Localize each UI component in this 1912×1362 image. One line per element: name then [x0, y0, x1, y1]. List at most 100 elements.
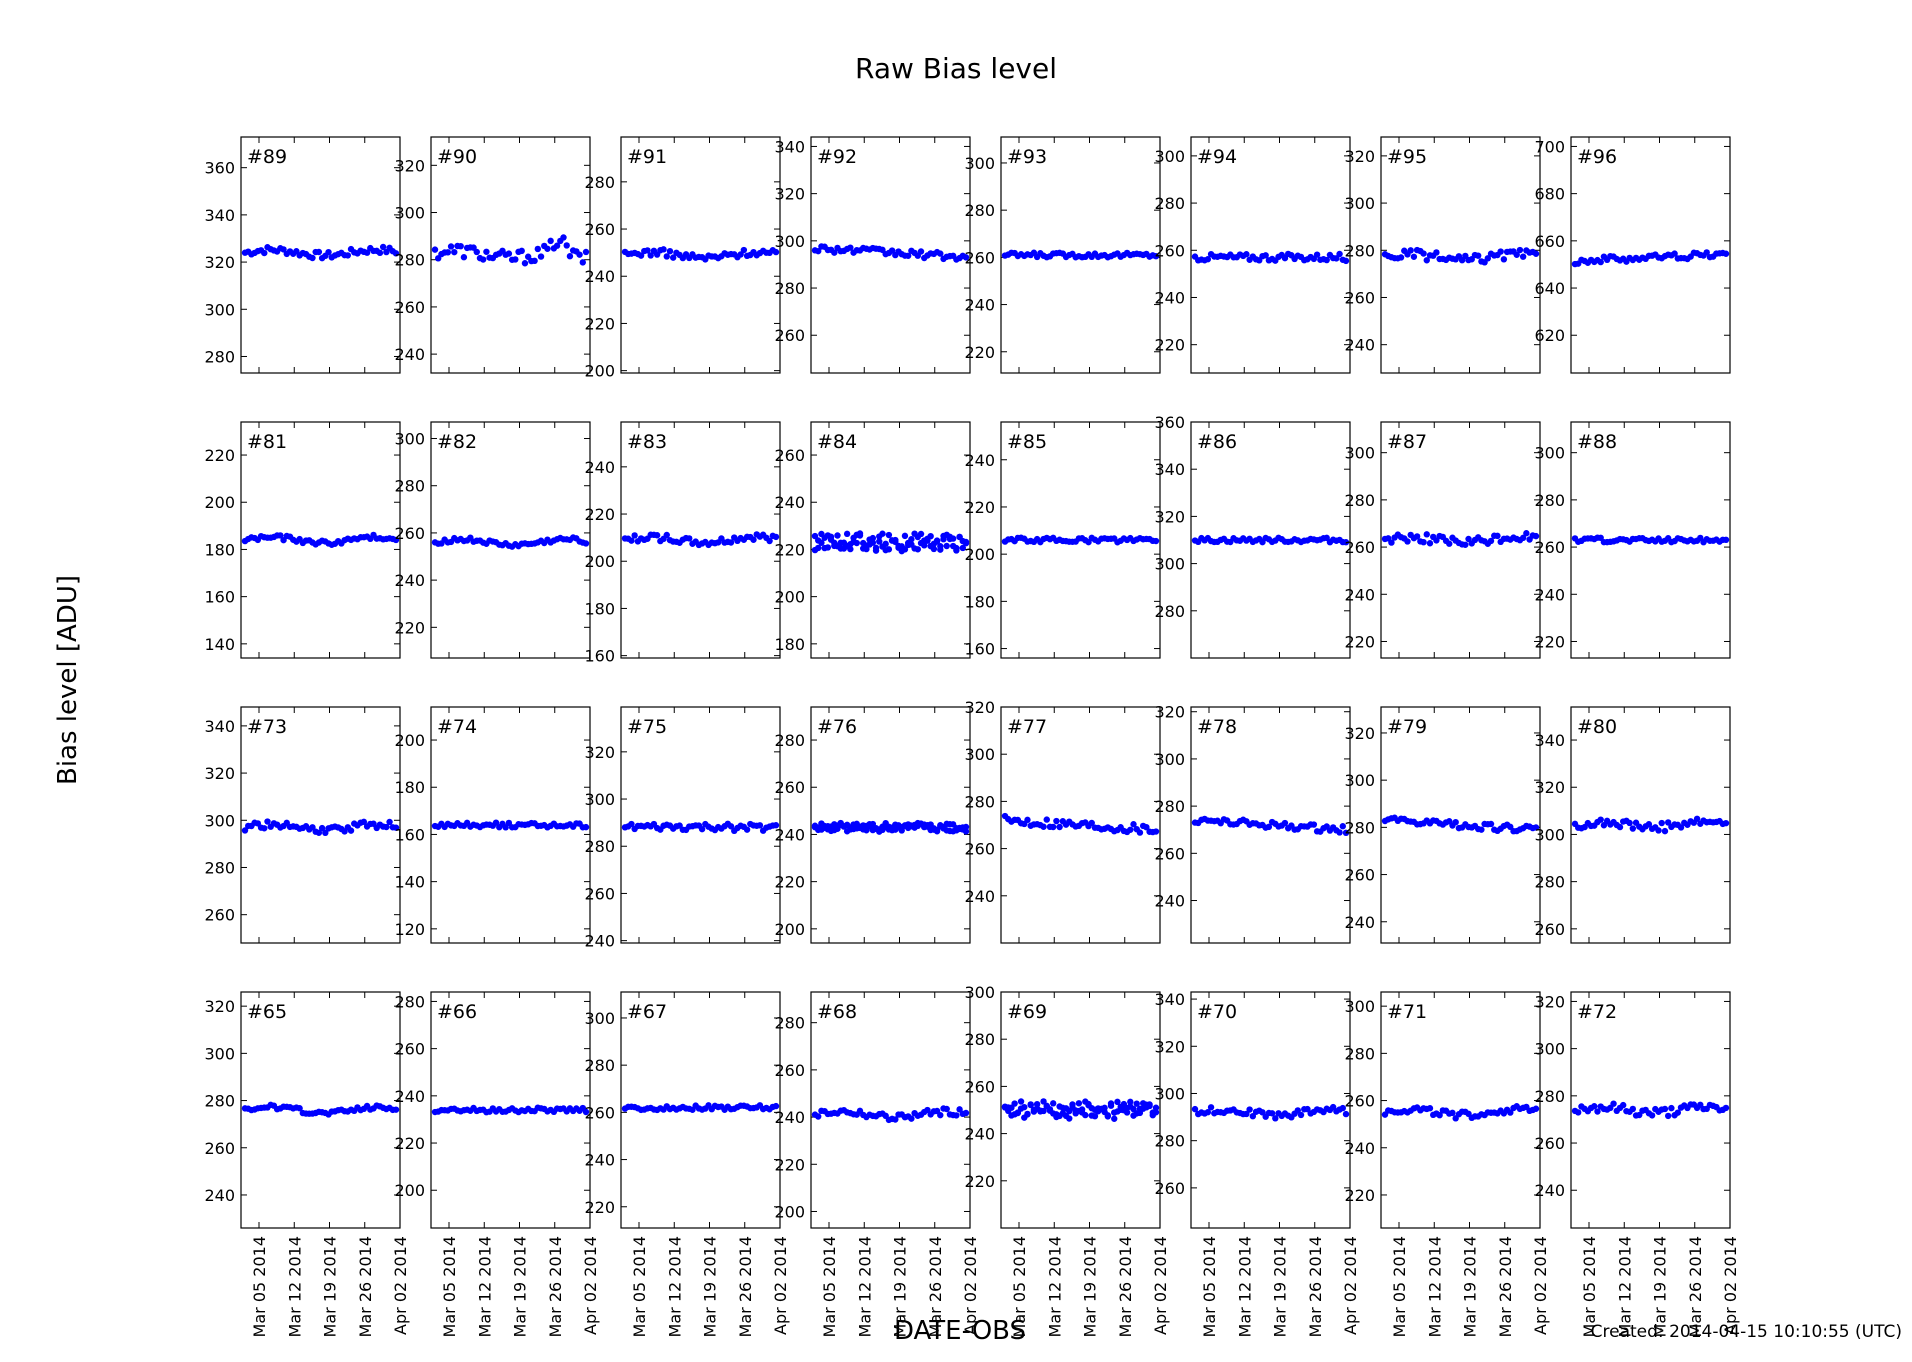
data-point [1478, 826, 1485, 833]
subplot-title: #82 [437, 431, 477, 453]
subplot-frame [430, 706, 591, 944]
data-point [1066, 1115, 1073, 1122]
x-tick-label: Mar 05 2014 [1390, 1236, 1409, 1337]
data-point [1407, 247, 1414, 254]
y-tick-label: 260 [1534, 538, 1565, 557]
data-point [766, 537, 773, 545]
y-tick-label: 300 [1534, 444, 1565, 463]
data-point [534, 245, 542, 253]
y-tick-label: 300 [1154, 555, 1185, 574]
subplot-title: #78 [1197, 716, 1237, 738]
x-tick-label: Mar 05 2014 [630, 1236, 649, 1337]
data-point [1487, 820, 1495, 828]
data-point [962, 828, 970, 835]
data-point [1629, 1105, 1637, 1113]
x-tick-label: Mar 19 2014 [701, 1236, 720, 1337]
y-tick-label: 260 [1534, 920, 1565, 939]
data-point [1117, 1106, 1124, 1114]
subplot-title: #73 [247, 716, 287, 738]
y-tick-label: 200 [584, 552, 615, 571]
y-tick-label: 320 [394, 156, 425, 175]
y-tick-label: 220 [1344, 1186, 1375, 1205]
y-tick-label: 220 [394, 1134, 425, 1153]
subplot-frame [810, 991, 971, 1229]
y-tick-label: 240 [1344, 585, 1375, 604]
subplot-frame [620, 421, 781, 659]
data-point [1668, 1104, 1675, 1112]
data-point [363, 249, 371, 256]
data-point [1056, 823, 1063, 831]
data-point [1722, 536, 1730, 544]
y-tick-label: 140 [394, 873, 425, 892]
subplot-frame [1380, 421, 1541, 659]
data-point [325, 248, 332, 256]
data-point [376, 249, 384, 257]
y-tick-label: 200 [774, 588, 805, 607]
x-tick-label: Mar 19 2014 [891, 1236, 910, 1337]
data-point [882, 540, 889, 548]
data-point [1313, 251, 1321, 258]
subplot-frame [1570, 136, 1731, 374]
data-point [1597, 258, 1604, 266]
data-point [1507, 823, 1514, 831]
y-tick-label: 240 [774, 1108, 805, 1127]
data-point [1722, 250, 1730, 257]
y-tick-label: 300 [394, 204, 425, 223]
y-tick-label: 280 [1344, 241, 1375, 260]
data-point [669, 254, 677, 261]
data-point [1426, 540, 1434, 547]
data-point [644, 247, 651, 254]
y-tick-label: 300 [1154, 147, 1185, 166]
x-tick-label: Mar 12 2014 [285, 1236, 304, 1337]
x-tick-label: Mar 26 2014 [1116, 1236, 1135, 1337]
subplot-frame [620, 991, 781, 1229]
y-tick-label: 300 [204, 1044, 235, 1063]
subplot-title: #67 [627, 1001, 667, 1023]
subplot-title: #76 [817, 716, 857, 738]
y-tick-label: 200 [774, 1202, 805, 1221]
data-point [921, 542, 928, 549]
data-point [1616, 823, 1624, 831]
x-tick-label: Mar 26 2014 [1306, 1236, 1325, 1337]
data-point [869, 534, 877, 542]
data-point [392, 250, 400, 257]
y-tick-label: 280 [1534, 491, 1565, 510]
subplot-frame [430, 421, 591, 659]
data-point [772, 822, 780, 829]
data-point [815, 1113, 822, 1120]
y-tick-label: 300 [1344, 444, 1375, 463]
data-point [1017, 1098, 1025, 1105]
y-tick-label: 320 [1154, 1037, 1185, 1056]
y-tick-label: 180 [394, 778, 425, 797]
x-tick-label: Mar 05 2014 [1580, 1236, 1599, 1337]
data-point [457, 242, 464, 250]
data-point [1323, 256, 1330, 264]
subplot-title: #71 [1387, 1001, 1427, 1023]
x-tick-label: Mar 19 2014 [1461, 1236, 1480, 1337]
subplot-title: #84 [817, 431, 857, 453]
data-point [1591, 1103, 1598, 1110]
data-point [451, 248, 458, 256]
data-point [582, 248, 590, 256]
x-tick-label: Mar 12 2014 [1045, 1236, 1064, 1337]
y-tick-label: 280 [584, 1056, 615, 1075]
data-point [1519, 253, 1527, 260]
data-point [859, 822, 867, 829]
data-point [1024, 1111, 1031, 1118]
data-point [1655, 827, 1662, 834]
data-point [1532, 824, 1540, 831]
x-tick-label: Mar 05 2014 [1010, 1236, 1029, 1337]
data-point [895, 542, 902, 550]
subplot-title: #88 [1577, 431, 1617, 453]
data-point [512, 256, 519, 263]
data-point [1342, 829, 1350, 837]
y-tick-label: 160 [394, 825, 425, 844]
data-point [1127, 1098, 1134, 1106]
data-point [847, 541, 854, 548]
data-point [1410, 253, 1418, 260]
y-tick-label: 320 [964, 698, 995, 717]
data-point [879, 826, 886, 834]
data-point [901, 532, 909, 540]
data-point [815, 247, 822, 255]
y-tick-label: 300 [1344, 771, 1375, 790]
